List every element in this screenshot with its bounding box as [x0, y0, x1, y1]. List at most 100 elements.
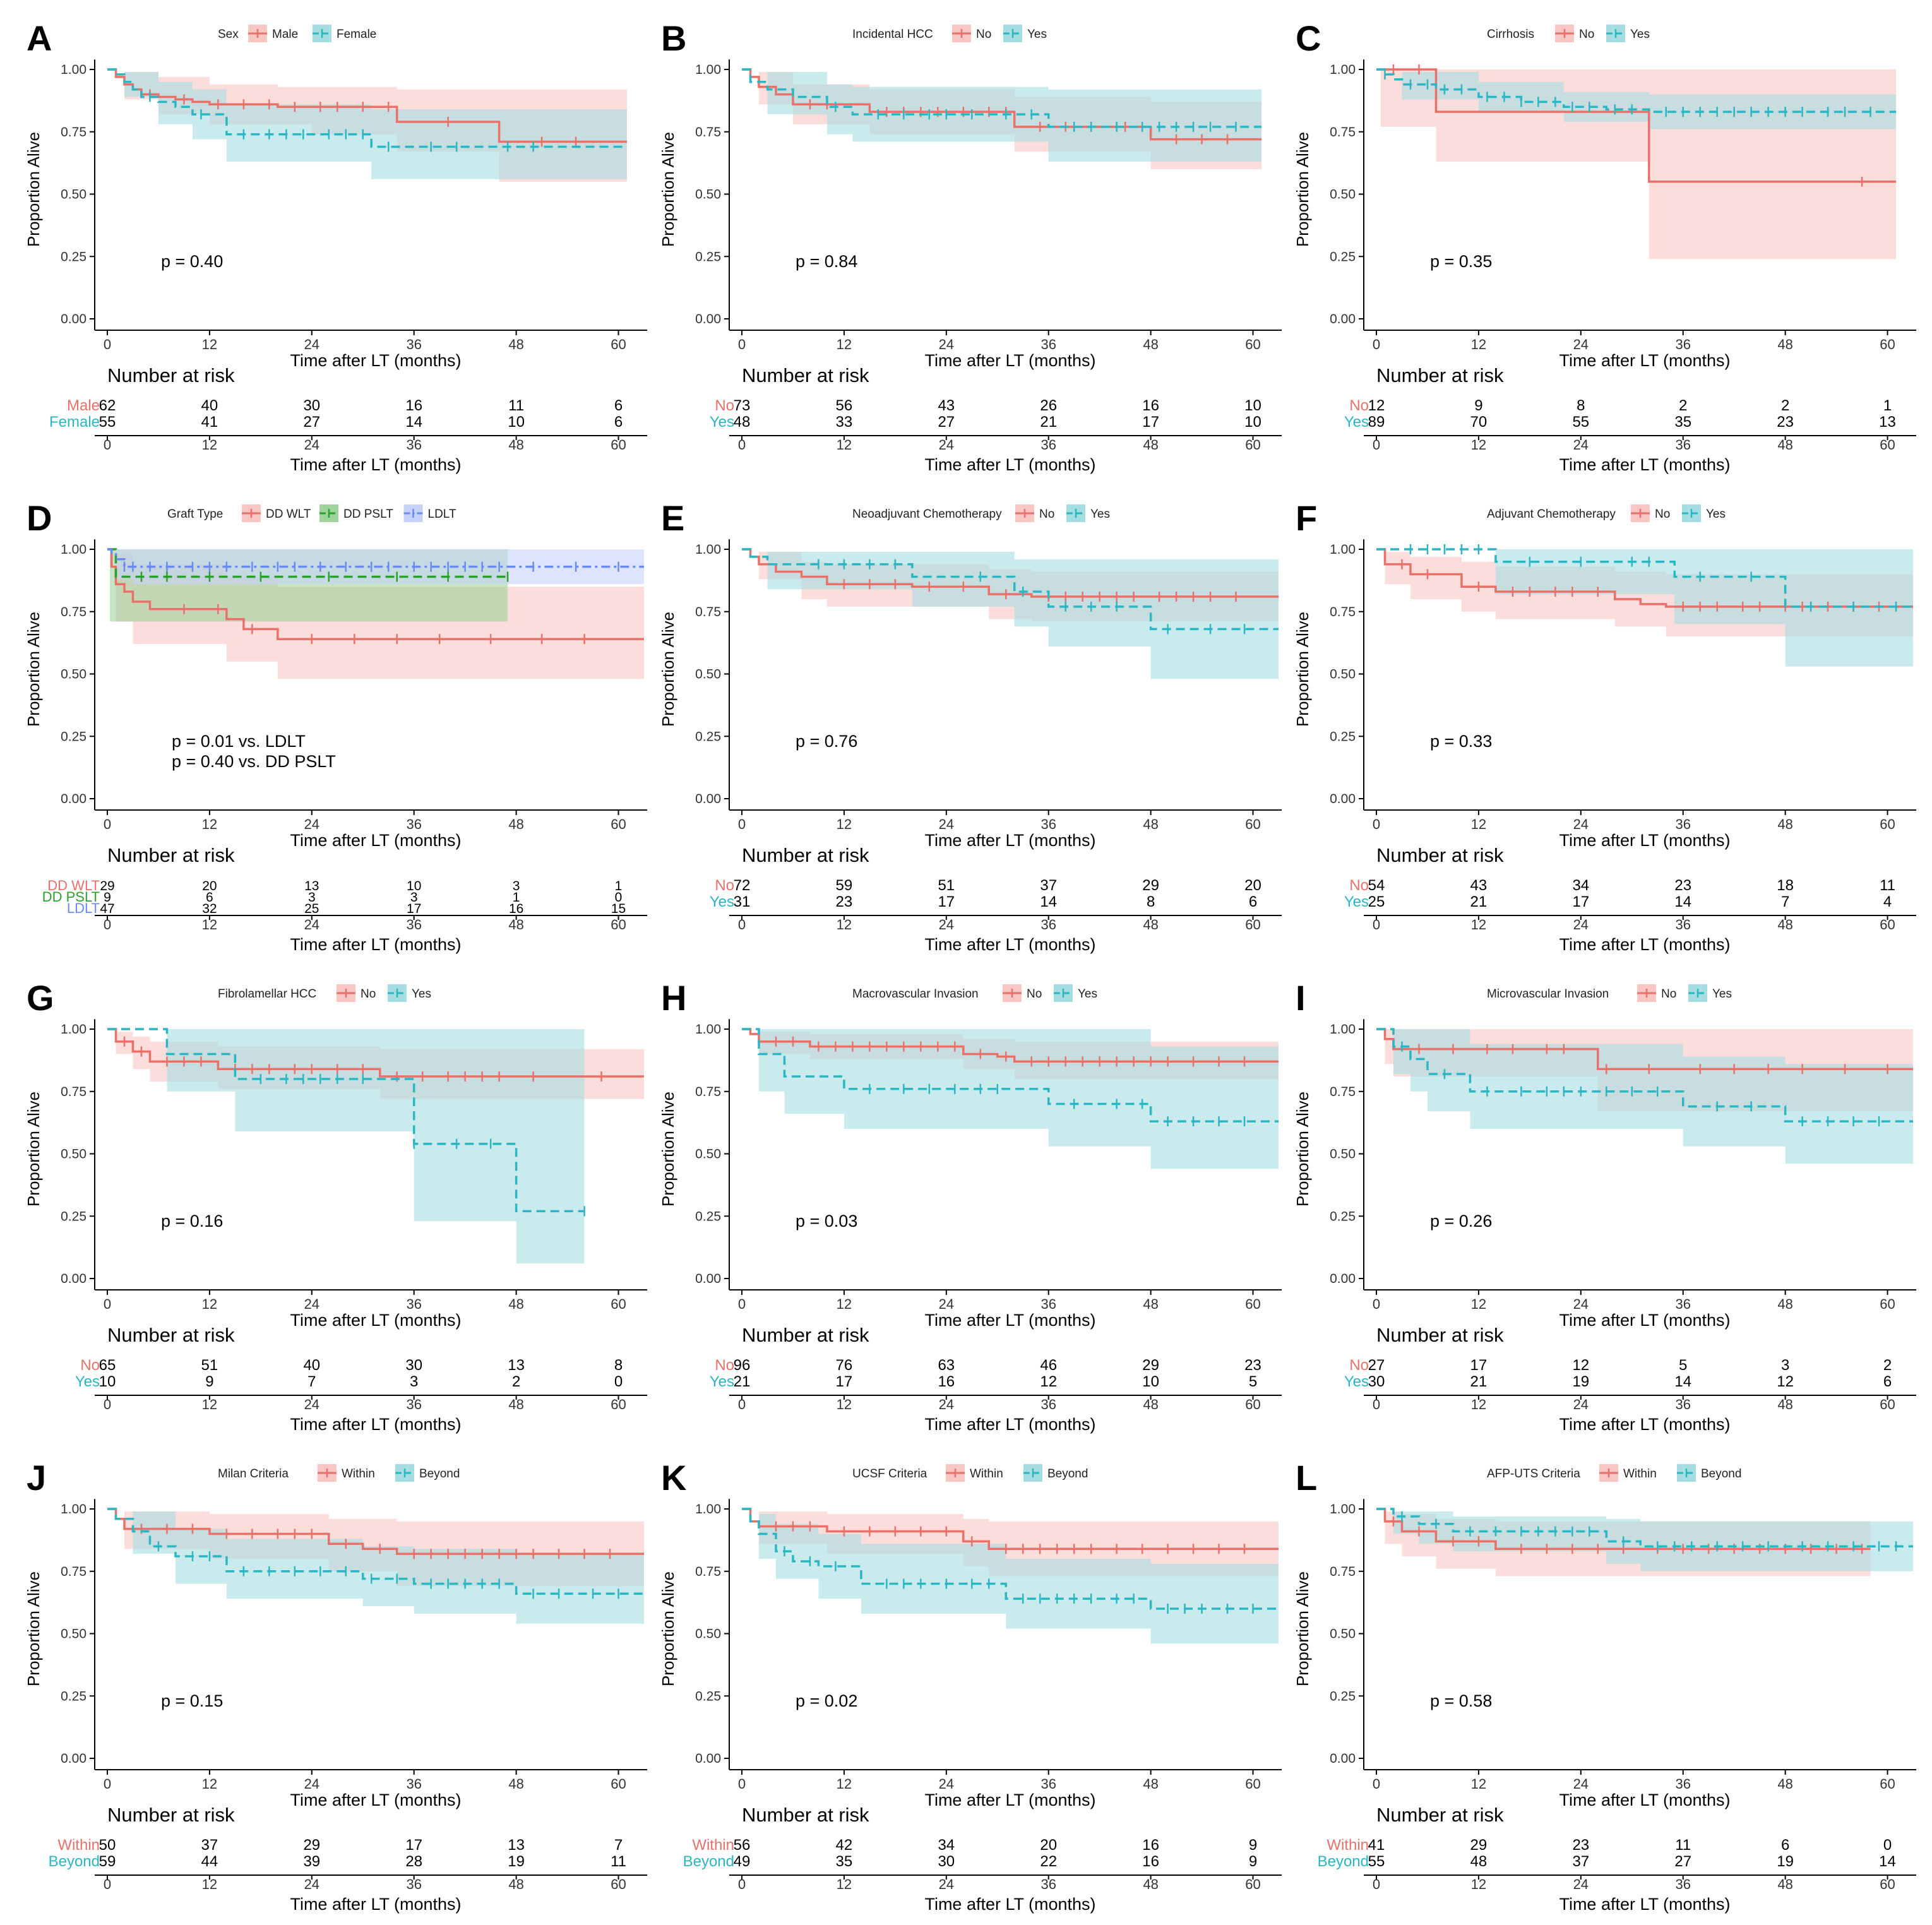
- risk-count: 7: [307, 1373, 316, 1390]
- risk-x-tick-label: 48: [508, 1397, 523, 1412]
- ci-band-beyond: [1376, 1509, 1913, 1571]
- p-value: p = 0.40: [161, 252, 223, 271]
- x-tick-label: 36: [406, 337, 421, 352]
- y-axis-label: Proportion Alive: [659, 1571, 677, 1686]
- risk-count: 55: [1368, 1853, 1385, 1870]
- risk-x-tick-label: 48: [1143, 917, 1158, 933]
- legend-label: Beyond: [419, 1467, 460, 1481]
- risk-count: 13: [508, 1837, 525, 1854]
- risk-group-label: Yes: [75, 1373, 100, 1390]
- y-tick-label: 0.00: [695, 312, 721, 326]
- risk-group-label: No: [80, 1357, 100, 1374]
- risk-count: 1: [615, 879, 623, 893]
- risk-count: 47: [100, 902, 114, 916]
- y-tick-label: 0.75: [695, 125, 721, 140]
- risk-x-tick-label: 24: [1573, 917, 1589, 933]
- x-axis-label: Time after LT (months): [1559, 831, 1730, 850]
- x-axis-label: Time after LT (months): [290, 831, 461, 850]
- km-curve-yes: [1376, 1028, 1913, 1123]
- y-tick-label: 0.00: [61, 1751, 86, 1766]
- risk-count: 9: [104, 890, 111, 905]
- x-tick-label: 36: [1041, 337, 1056, 352]
- risk-x-tick-label: 12: [837, 917, 852, 933]
- x-tick-label: 36: [406, 1296, 421, 1312]
- p-value: p = 0.76: [796, 732, 857, 751]
- risk-count: 70: [1470, 414, 1488, 431]
- x-tick-label: 24: [304, 1776, 319, 1792]
- legend-title: Macrovascular Invasion: [852, 987, 979, 1001]
- risk-x-tick-label: 12: [202, 917, 217, 933]
- risk-x-tick-label: 0: [104, 1397, 111, 1412]
- risk-count: 46: [1040, 1357, 1057, 1374]
- risk-count: 37: [1572, 1853, 1589, 1870]
- risk-x-tick-label: 12: [1471, 917, 1486, 933]
- p-value: p = 0.33: [1430, 732, 1492, 751]
- risk-group-label: Female: [49, 414, 100, 431]
- legend-label: Yes: [1090, 508, 1110, 521]
- risk-title: Number at risk: [1376, 844, 1504, 866]
- legend-title: Cirrhosis: [1487, 28, 1534, 41]
- risk-x-tick-label: 24: [304, 1876, 319, 1892]
- risk-count: 9: [1249, 1853, 1257, 1870]
- risk-count: 10: [407, 879, 421, 893]
- x-axis-label: Time after LT (months): [290, 351, 461, 370]
- risk-x-tick-label: 48: [508, 917, 523, 933]
- risk-count: 3: [513, 879, 520, 893]
- risk-x-tick-label: 36: [1041, 1876, 1056, 1892]
- y-tick-label: 0.00: [695, 1272, 721, 1286]
- risk-count: 44: [201, 1853, 218, 1870]
- risk-count: 96: [734, 1357, 751, 1374]
- legend-label: Yes: [1706, 508, 1726, 521]
- risk-x-tick-label: 12: [1471, 1397, 1486, 1412]
- legend-label: Yes: [412, 987, 431, 1001]
- x-tick-label: 12: [1471, 337, 1486, 352]
- risk-count: 5: [1249, 1373, 1257, 1390]
- y-tick-label: 0.25: [695, 249, 721, 264]
- risk-count: 29: [303, 1837, 320, 1854]
- x-tick-label: 0: [104, 816, 111, 832]
- risk-count: 21: [734, 1373, 751, 1390]
- risk-count: 23: [1777, 414, 1794, 431]
- x-tick-label: 24: [304, 1296, 319, 1312]
- y-tick-label: 0.75: [61, 1085, 86, 1099]
- risk-count: 2: [512, 1373, 520, 1390]
- legend-label: DD WLT: [266, 508, 311, 521]
- risk-x-tick-label: 36: [406, 1397, 421, 1412]
- panel-f: F Adjuvant Chemotherapy No Yes0.000.250.500…: [1293, 498, 1916, 954]
- x-tick-label: 48: [508, 816, 523, 832]
- legend-label: DD PSLT: [343, 508, 393, 521]
- x-tick-label: 60: [611, 1296, 626, 1312]
- ci-band-beyond: [107, 1509, 644, 1624]
- x-tick-label: 36: [1675, 1296, 1690, 1312]
- risk-count: 16: [1142, 1853, 1159, 1870]
- risk-count: 10: [508, 414, 525, 431]
- risk-group-label: Within: [1327, 1837, 1369, 1854]
- risk-count: 29: [100, 879, 114, 893]
- risk-count: 11: [1675, 1837, 1691, 1854]
- risk-x-tick-label: 60: [611, 917, 626, 933]
- risk-x-tick-label: 0: [1373, 1876, 1380, 1892]
- x-tick-label: 12: [837, 1296, 852, 1312]
- risk-count: 37: [201, 1837, 218, 1854]
- risk-count: 1: [513, 890, 520, 905]
- km-curve-no: [742, 548, 1279, 598]
- risk-count: 10: [1244, 397, 1261, 414]
- risk-count: 17: [1572, 893, 1589, 910]
- km-curve-female: [107, 68, 628, 148]
- km-curve-yes: [1376, 548, 1913, 608]
- risk-x-tick-label: 12: [202, 1397, 217, 1412]
- risk-count: 2: [1883, 1357, 1892, 1374]
- risk-count: 23: [1244, 1357, 1261, 1374]
- km-curve-yes: [1376, 68, 1897, 113]
- risk-count: 56: [836, 397, 853, 414]
- risk-count: 9: [1474, 397, 1482, 414]
- x-tick-label: 36: [1041, 816, 1056, 832]
- risk-count: 3: [1781, 1357, 1789, 1374]
- y-axis-label: Proportion Alive: [1293, 132, 1312, 247]
- p-value-2: p = 0.40 vs. DD PSLT: [172, 752, 336, 771]
- legend-title: Graft Type: [167, 508, 223, 521]
- risk-x-tick-label: 36: [1041, 437, 1056, 453]
- x-tick-label: 0: [104, 1776, 111, 1792]
- panel-letter: I: [1296, 978, 1306, 1018]
- risk-count: 19: [1777, 1853, 1794, 1870]
